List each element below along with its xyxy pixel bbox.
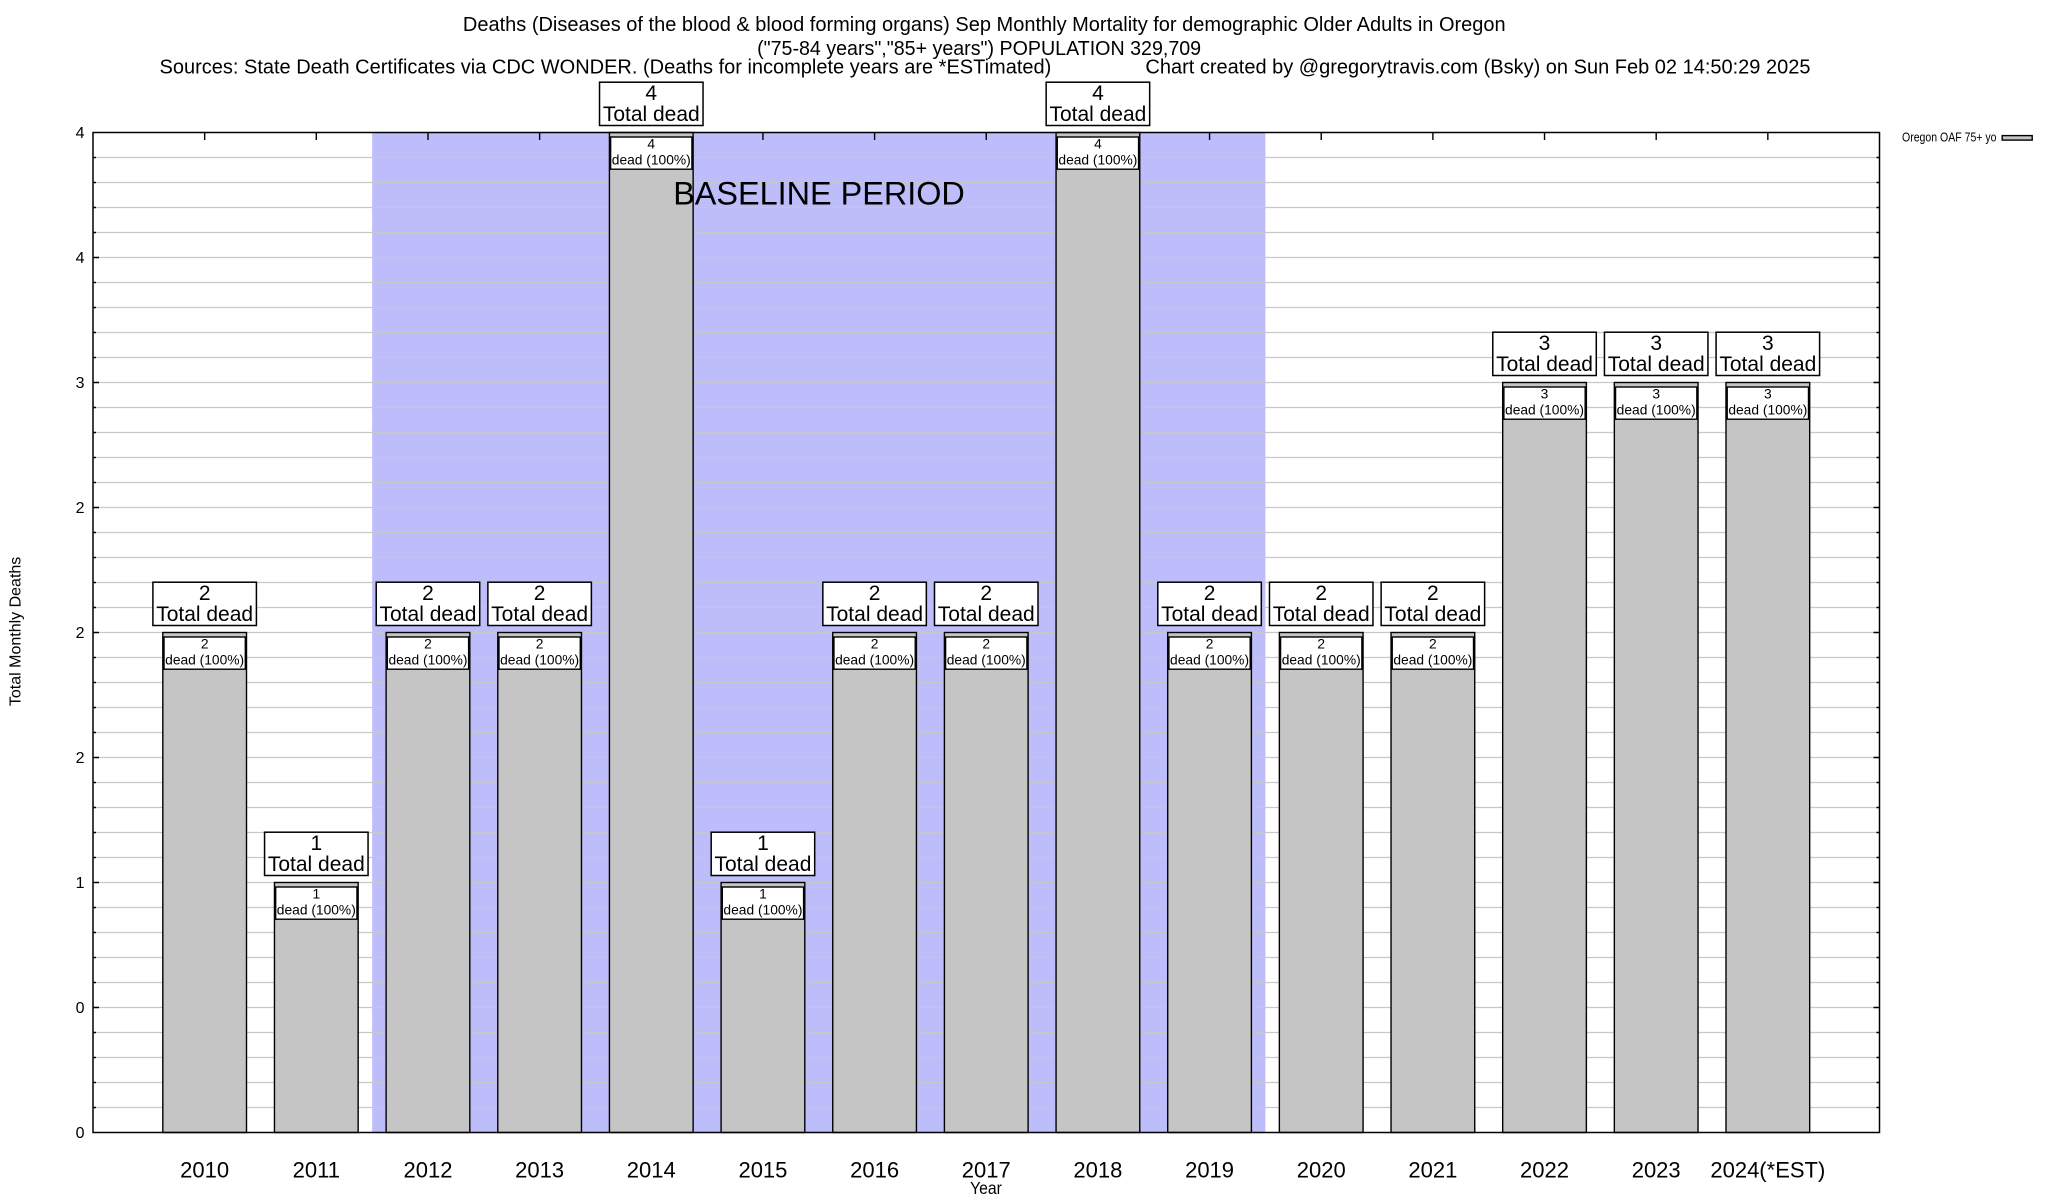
svg-text:2010: 2010 — [180, 1157, 229, 1182]
svg-text:BASELINE PERIOD: BASELINE PERIOD — [673, 175, 965, 211]
svg-text:Total dead: Total dead — [714, 853, 811, 876]
svg-text:Total dead: Total dead — [603, 103, 700, 126]
svg-text:Total dead: Total dead — [826, 603, 923, 626]
svg-text:2016: 2016 — [850, 1157, 899, 1182]
svg-text:3: 3 — [1541, 387, 1549, 402]
svg-text:2: 2 — [1317, 637, 1325, 652]
svg-text:("75-84 years","85+ years") PO: ("75-84 years","85+ years") POPULATION 3… — [757, 38, 1201, 60]
svg-text:3: 3 — [1650, 332, 1662, 355]
svg-text:Oregon OAF 75+ yo: Oregon OAF 75+ yo — [1902, 130, 1997, 145]
svg-text:2: 2 — [199, 582, 211, 605]
svg-text:dead (100%): dead (100%) — [165, 653, 244, 668]
svg-text:4: 4 — [1092, 82, 1104, 105]
svg-text:2022: 2022 — [1520, 1157, 1569, 1182]
svg-text:3: 3 — [1652, 387, 1660, 402]
svg-text:2011: 2011 — [293, 1157, 340, 1182]
svg-text:2: 2 — [76, 625, 85, 642]
svg-text:Year: Year — [970, 1178, 1002, 1198]
svg-text:2021: 2021 — [1408, 1157, 1457, 1182]
svg-text:Sources: State Death Certifica: Sources: State Death Certificates via CD… — [160, 57, 1052, 79]
svg-text:dead (100%): dead (100%) — [1170, 653, 1249, 668]
svg-text:Deaths (Diseases of the blood: Deaths (Diseases of the blood & blood fo… — [463, 14, 1506, 36]
svg-text:3: 3 — [1539, 332, 1551, 355]
svg-text:Total dead: Total dead — [1496, 353, 1593, 376]
svg-text:2: 2 — [1429, 637, 1437, 652]
svg-text:2: 2 — [1204, 582, 1216, 605]
svg-text:dead (100%): dead (100%) — [947, 653, 1026, 668]
svg-text:dead (100%): dead (100%) — [1728, 403, 1807, 418]
svg-text:Total dead: Total dead — [1273, 603, 1370, 626]
svg-text:2015: 2015 — [738, 1157, 787, 1182]
svg-text:Total dead: Total dead — [1384, 603, 1481, 626]
svg-text:1: 1 — [310, 832, 322, 855]
svg-text:4: 4 — [76, 250, 85, 267]
svg-text:1: 1 — [757, 832, 769, 855]
svg-text:2024(*EST): 2024(*EST) — [1710, 1157, 1825, 1182]
svg-text:3: 3 — [1764, 387, 1772, 402]
svg-text:2: 2 — [869, 582, 881, 605]
svg-text:2: 2 — [982, 637, 990, 652]
svg-text:Total dead: Total dead — [380, 603, 477, 626]
svg-text:Total dead: Total dead — [1719, 353, 1816, 376]
svg-text:Total dead: Total dead — [491, 603, 588, 626]
svg-text:dead (100%): dead (100%) — [388, 653, 467, 668]
svg-text:4: 4 — [645, 82, 657, 105]
svg-text:dead (100%): dead (100%) — [1393, 653, 1472, 668]
svg-text:1: 1 — [76, 875, 85, 892]
svg-text:2019: 2019 — [1185, 1157, 1234, 1182]
svg-text:2: 2 — [76, 500, 85, 517]
svg-text:dead (100%): dead (100%) — [277, 903, 356, 918]
svg-text:2: 2 — [424, 637, 432, 652]
svg-text:2018: 2018 — [1073, 1157, 1122, 1182]
svg-text:Chart created by @gregorytravi: Chart created by @gregorytravis.com (Bsk… — [1145, 57, 1810, 79]
svg-text:4: 4 — [1094, 137, 1102, 152]
svg-text:Total dead: Total dead — [1161, 603, 1258, 626]
svg-text:2: 2 — [536, 637, 544, 652]
svg-text:dead (100%): dead (100%) — [835, 653, 914, 668]
svg-text:Total dead: Total dead — [938, 603, 1035, 626]
svg-text:2013: 2013 — [515, 1157, 564, 1182]
svg-text:1: 1 — [312, 887, 320, 902]
svg-text:2: 2 — [422, 582, 434, 605]
svg-text:0: 0 — [76, 1000, 85, 1017]
svg-text:Total dead: Total dead — [1608, 353, 1705, 376]
svg-text:2: 2 — [201, 637, 209, 652]
svg-text:dead (100%): dead (100%) — [1282, 653, 1361, 668]
svg-text:dead (100%): dead (100%) — [1617, 403, 1696, 418]
svg-text:2014: 2014 — [627, 1157, 676, 1182]
svg-text:dead (100%): dead (100%) — [723, 903, 802, 918]
svg-text:2: 2 — [1315, 582, 1327, 605]
svg-text:dead (100%): dead (100%) — [1058, 153, 1137, 168]
svg-text:2: 2 — [1427, 582, 1439, 605]
svg-text:3: 3 — [76, 375, 85, 392]
svg-text:2: 2 — [76, 750, 85, 767]
svg-text:2020: 2020 — [1297, 1157, 1346, 1182]
svg-text:1: 1 — [759, 887, 767, 902]
svg-text:dead (100%): dead (100%) — [612, 153, 691, 168]
svg-text:0: 0 — [76, 1125, 85, 1142]
svg-text:Total dead: Total dead — [156, 603, 253, 626]
svg-text:4: 4 — [76, 125, 85, 142]
svg-text:2: 2 — [1206, 637, 1214, 652]
svg-text:2: 2 — [534, 582, 546, 605]
svg-text:2: 2 — [871, 637, 879, 652]
svg-text:4: 4 — [647, 137, 655, 152]
svg-text:Total dead: Total dead — [268, 853, 365, 876]
svg-text:2017: 2017 — [962, 1157, 1011, 1182]
svg-text:dead (100%): dead (100%) — [1505, 403, 1584, 418]
svg-text:2012: 2012 — [403, 1157, 452, 1182]
svg-text:3: 3 — [1762, 332, 1774, 355]
svg-text:dead (100%): dead (100%) — [500, 653, 579, 668]
svg-text:2023: 2023 — [1632, 1157, 1681, 1182]
svg-text:Total Monthly Deaths: Total Monthly Deaths — [8, 557, 25, 706]
svg-text:2: 2 — [980, 582, 992, 605]
svg-text:Total dead: Total dead — [1049, 103, 1146, 126]
